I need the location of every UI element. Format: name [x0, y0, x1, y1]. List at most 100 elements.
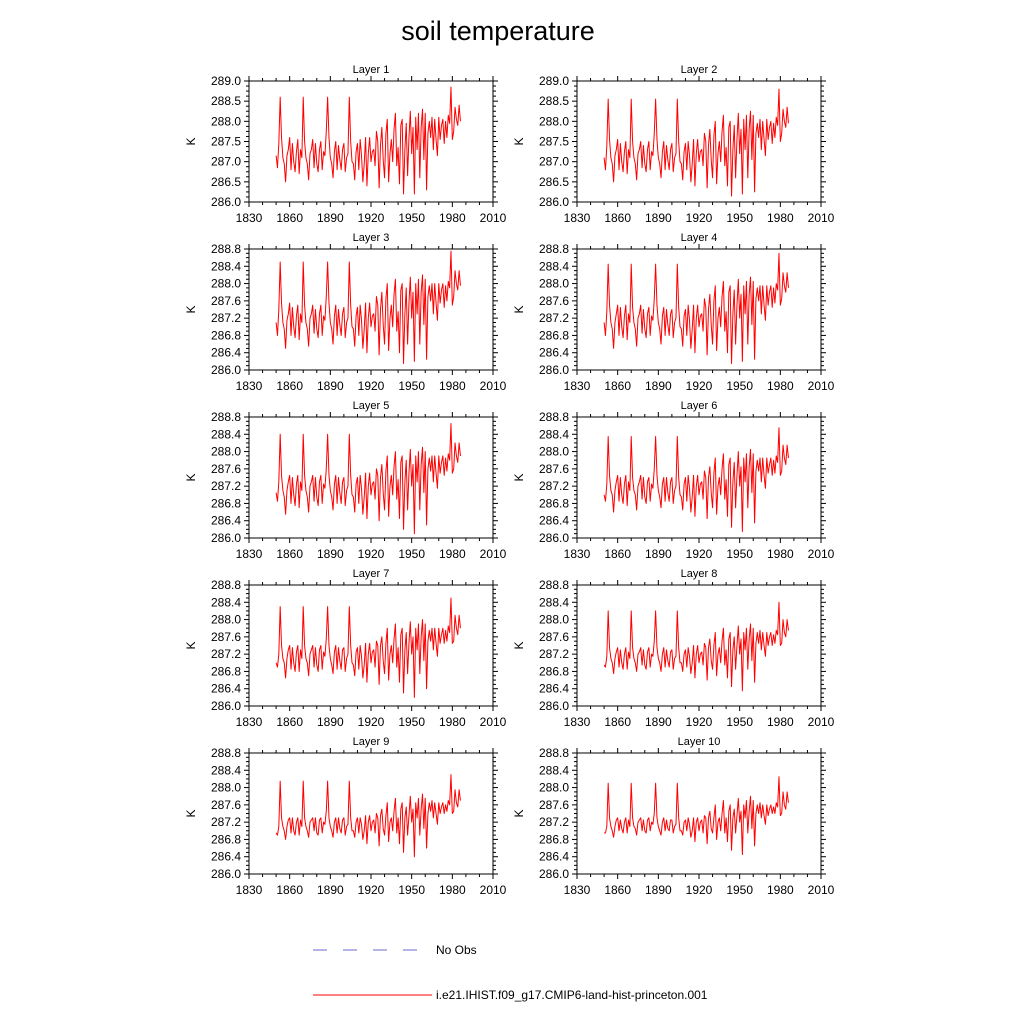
y-axis-label: K — [184, 809, 198, 817]
y-tick-label: 289.0 — [539, 74, 569, 88]
y-tick-label: 288.0 — [539, 114, 569, 128]
y-tick-label: 286.4 — [539, 346, 569, 360]
panel-5: Layer 5 K 286.0 286.4 286.8 287.2 287.6 288.0 28… — [184, 400, 507, 561]
y-tick-label: 286.8 — [211, 664, 241, 678]
x-tick-label: 1980 — [767, 211, 794, 225]
x-tick-label: 1830 — [564, 547, 591, 561]
x-tick-label: 2010 — [808, 211, 835, 225]
y-tick-label: 287.6 — [539, 798, 569, 812]
y-tick-label: 288.5 — [539, 94, 569, 108]
y-tick-label: 288.8 — [211, 410, 241, 424]
x-tick-label: 1890 — [317, 379, 344, 393]
panel-title: Layer 7 — [353, 568, 390, 580]
x-tick-label: 1860 — [276, 211, 303, 225]
panel-4: Layer 4 K 286.0 286.4 286.8 287.2 287.6 288.0 28… — [512, 232, 835, 393]
y-tick-label: 288.0 — [211, 277, 241, 291]
y-tick-label: 289.0 — [211, 74, 241, 88]
y-tick-label: 287.2 — [539, 311, 569, 325]
panel-title: Layer 3 — [353, 232, 390, 244]
y-tick-label: 288.4 — [211, 595, 241, 609]
y-tick-label: 286.0 — [211, 867, 241, 881]
x-tick-label: 1830 — [236, 379, 263, 393]
x-tick-label: 2010 — [808, 883, 835, 897]
y-tick-label: 287.0 — [211, 155, 241, 169]
x-tick-label: 1920 — [358, 715, 385, 729]
x-tick-label: 1980 — [767, 547, 794, 561]
legend-label-obs: No Obs — [436, 943, 477, 957]
x-tick-label: 1860 — [276, 883, 303, 897]
plot-frame — [248, 80, 494, 203]
y-tick-label: 286.0 — [539, 195, 569, 209]
x-tick-label: 1890 — [645, 547, 672, 561]
x-tick-label: 1950 — [726, 379, 753, 393]
x-tick-label: 1980 — [439, 883, 466, 897]
panel-6: Layer 6 K 286.0 286.4 286.8 287.2 287.6 288.0 28… — [512, 400, 835, 561]
y-tick-label: 287.6 — [539, 630, 569, 644]
x-tick-label: 2010 — [808, 715, 835, 729]
y-tick-label: 288.5 — [211, 94, 241, 108]
y-tick-label: 288.4 — [539, 427, 569, 441]
plot-frame — [576, 248, 822, 371]
x-tick-label: 1980 — [767, 883, 794, 897]
y-tick-label: 287.5 — [539, 135, 569, 149]
plot-frame — [576, 416, 822, 539]
x-tick-label: 2010 — [808, 379, 835, 393]
y-tick-label: 288.0 — [539, 781, 569, 795]
plot-frame — [576, 80, 822, 203]
x-tick-label: 1920 — [686, 211, 713, 225]
series-line — [275, 422, 461, 535]
y-axis-label: K — [512, 137, 526, 145]
y-tick-label: 286.8 — [539, 328, 569, 342]
y-axis-label: K — [184, 641, 198, 649]
plot-frame — [576, 584, 822, 707]
x-tick-label: 1980 — [439, 211, 466, 225]
y-tick-label: 287.6 — [211, 798, 241, 812]
x-tick-label: 1860 — [604, 379, 631, 393]
panel-2: Layer 2 K 286.0 286.5 287.0 287.5 288.0 288.5 28… — [512, 64, 835, 225]
y-tick-label: 288.0 — [539, 613, 569, 627]
series-line — [275, 86, 461, 195]
legend-label-model: i.e21.IHIST.f09_g17.CMIP6-land-hist-prin… — [436, 988, 708, 1002]
x-tick-label: 1920 — [686, 715, 713, 729]
x-tick-label: 1890 — [645, 211, 672, 225]
x-tick-label: 2010 — [480, 379, 507, 393]
y-tick-label: 288.0 — [211, 781, 241, 795]
panel-3: Layer 3 K 286.0 286.4 286.8 287.2 287.6 288.0 28… — [184, 232, 507, 393]
plot-frame — [248, 248, 494, 371]
x-tick-label: 1920 — [358, 547, 385, 561]
x-tick-label: 1890 — [317, 883, 344, 897]
x-tick-label: 1860 — [604, 883, 631, 897]
y-tick-label: 288.8 — [539, 746, 569, 760]
y-tick-label: 288.8 — [211, 578, 241, 592]
y-tick-label: 287.2 — [539, 479, 569, 493]
x-tick-label: 1890 — [645, 883, 672, 897]
y-tick-label: 286.4 — [539, 850, 569, 864]
x-tick-label: 1830 — [236, 547, 263, 561]
x-tick-label: 1830 — [236, 883, 263, 897]
y-tick-label: 286.8 — [539, 664, 569, 678]
series-line — [275, 597, 461, 698]
x-tick-label: 1950 — [398, 883, 425, 897]
panels-group: Layer 1 K 286.0 286.5 287.0 287.5 288.0 288.5 28… — [184, 64, 835, 897]
y-tick-label: 288.0 — [211, 613, 241, 627]
panel-1: Layer 1 K 286.0 286.5 287.0 287.5 288.0 288.5 28… — [184, 64, 507, 225]
y-tick-label: 287.2 — [211, 815, 241, 829]
y-tick-label: 287.5 — [211, 135, 241, 149]
x-tick-label: 1950 — [398, 211, 425, 225]
x-tick-label: 1890 — [317, 211, 344, 225]
y-tick-label: 288.0 — [211, 114, 241, 128]
series-line — [603, 88, 789, 197]
x-tick-label: 1890 — [317, 547, 344, 561]
y-tick-label: 287.2 — [211, 479, 241, 493]
y-tick-label: 286.0 — [211, 699, 241, 713]
y-tick-label: 288.8 — [539, 578, 569, 592]
x-tick-label: 1920 — [686, 379, 713, 393]
y-tick-label: 288.8 — [539, 242, 569, 256]
x-tick-label: 1830 — [236, 715, 263, 729]
x-tick-label: 1980 — [767, 379, 794, 393]
y-tick-label: 288.8 — [539, 410, 569, 424]
panel-title: Layer 1 — [353, 64, 390, 76]
y-tick-label: 287.6 — [211, 462, 241, 476]
y-axis-label: K — [512, 473, 526, 481]
